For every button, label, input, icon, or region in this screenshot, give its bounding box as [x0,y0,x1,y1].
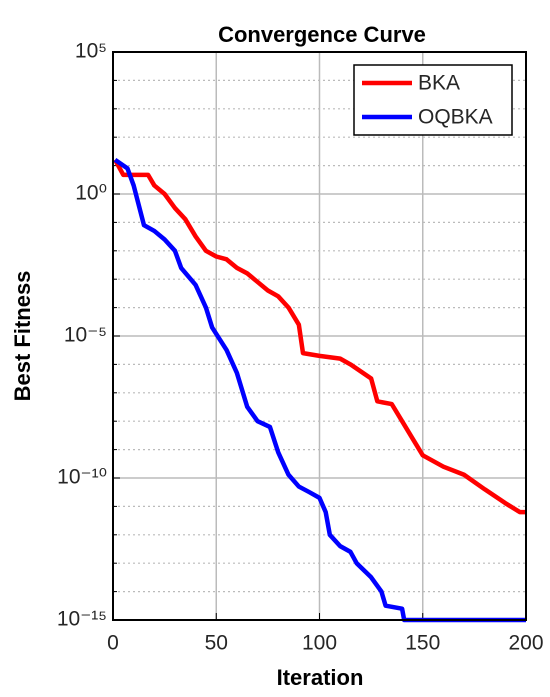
y-axis-label: Best Fitness [10,271,35,402]
y-tick-label: 10⁻⁵ [64,324,107,347]
legend-box [353,64,513,136]
x-tick-label: 200 [508,632,543,655]
legend-label: OQBKA [418,106,493,129]
y-tick-label: 10⁻¹⁵ [57,608,107,631]
chart-title: Convergence Curve [218,22,426,47]
plot-frame [112,51,527,621]
x-tick-label: 50 [205,632,228,655]
series-line [113,158,526,515]
x-tick-label: 0 [107,632,119,655]
y-tick-label: 10⁻¹⁰ [57,466,107,489]
x-tick-label: 150 [405,632,440,655]
y-tick-label: 10⁵ [75,40,107,63]
x-axis-label: Iteration [277,665,364,690]
series-line [113,157,526,623]
x-tick-label: 100 [302,632,337,655]
legend-label: BKA [418,72,460,95]
y-tick-label: 10⁰ [75,182,107,205]
